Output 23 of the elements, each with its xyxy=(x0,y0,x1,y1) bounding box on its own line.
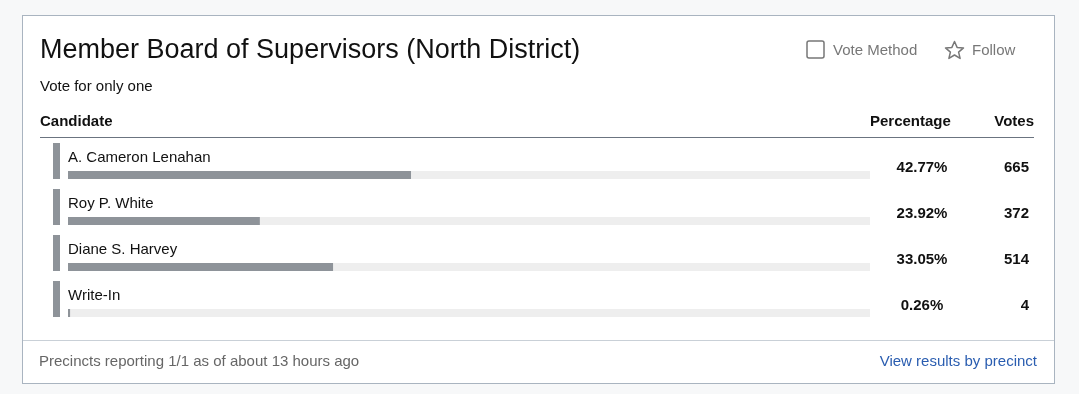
data-label: 33.05% xyxy=(896,250,948,267)
text: Vote Method xyxy=(833,41,918,58)
text: Follow xyxy=(972,41,1016,58)
text: Percentage xyxy=(870,112,951,129)
text: 4 xyxy=(1020,296,1030,313)
text: 372 xyxy=(1003,204,1029,221)
y-tick-label: Roy P. White xyxy=(68,194,154,211)
y-tick-label: Diane S. Harvey xyxy=(68,240,178,257)
y-tick-label: Write-In xyxy=(68,286,121,303)
data-label: 42.77% xyxy=(896,158,948,175)
data-label: 0.26% xyxy=(900,296,944,313)
chart-subtitle: Vote for only one xyxy=(40,77,153,94)
y-tick-label: A. Cameron Lenahan xyxy=(68,148,211,165)
data-label: 23.92% xyxy=(896,204,948,221)
text: Votes xyxy=(994,112,1034,129)
text: Precincts reporting 1/1 as of about 13 hours ago xyxy=(39,352,360,369)
text: View results by precinct xyxy=(879,352,1037,369)
text: 514 xyxy=(1003,250,1030,267)
chart-title: Member Board of Supervisors (North District) xyxy=(40,34,581,65)
text: 665 xyxy=(1003,158,1029,175)
text: Candidate xyxy=(40,112,113,129)
bar xyxy=(68,309,71,317)
bar xyxy=(68,217,260,225)
